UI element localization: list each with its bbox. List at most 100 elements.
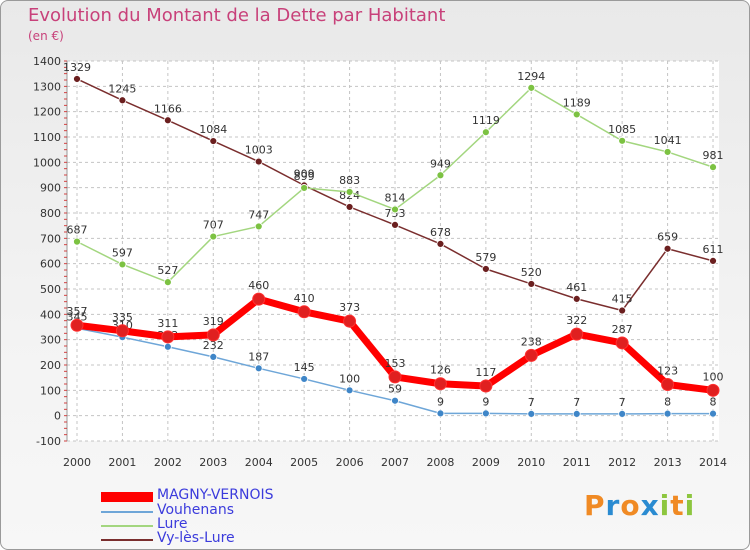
data-label: 322 <box>566 314 587 327</box>
x-tick-label: 2010 <box>517 456 545 469</box>
y-tick-label: 400 <box>40 308 61 321</box>
data-label: 100 <box>339 372 360 385</box>
data-point <box>345 386 354 395</box>
data-point <box>209 352 218 361</box>
data-label: 7 <box>619 396 626 409</box>
data-label: 659 <box>657 231 678 244</box>
y-tick-label: 0 <box>54 410 61 423</box>
data-point <box>209 137 218 145</box>
data-point <box>618 409 627 418</box>
data-point <box>391 396 399 405</box>
x-tick-label: 2011 <box>563 456 591 469</box>
data-label: 461 <box>566 281 587 294</box>
data-point <box>481 265 490 273</box>
data-label: 287 <box>612 323 633 336</box>
x-tick-label: 2012 <box>608 456 636 469</box>
data-point <box>615 336 629 350</box>
data-point <box>527 280 536 288</box>
data-label: 899 <box>294 170 315 183</box>
y-tick-label: 1100 <box>33 131 61 144</box>
legend-swatch <box>101 525 153 527</box>
data-label: 1084 <box>199 123 227 136</box>
data-label: 460 <box>248 279 269 292</box>
data-label: 126 <box>430 364 451 377</box>
data-label: 319 <box>203 315 224 328</box>
y-tick-label: 600 <box>40 258 61 271</box>
data-point <box>254 364 263 373</box>
x-tick-label: 2001 <box>108 456 136 469</box>
data-point <box>163 116 172 125</box>
data-point <box>661 378 675 392</box>
data-point <box>118 260 127 269</box>
y-tick-label: 100 <box>40 384 61 397</box>
data-point <box>481 409 490 418</box>
data-point <box>709 163 717 172</box>
logo-letter: x <box>640 489 660 522</box>
data-label: 707 <box>203 219 224 232</box>
data-point <box>343 314 357 328</box>
data-label: 949 <box>430 157 451 170</box>
data-label: 373 <box>339 301 360 314</box>
logo-letter: o <box>620 489 641 522</box>
x-tick-label: 2009 <box>472 456 500 469</box>
data-label: 232 <box>203 339 224 352</box>
x-tick-label: 2006 <box>336 456 364 469</box>
data-point <box>300 375 309 383</box>
data-point <box>481 128 490 137</box>
data-point <box>163 342 172 351</box>
data-label: 59 <box>388 383 402 396</box>
data-label: 415 <box>612 293 633 306</box>
y-tick-label: 700 <box>40 232 61 245</box>
data-point <box>388 370 402 384</box>
data-label: 100 <box>703 370 724 383</box>
data-label: 1041 <box>654 134 682 147</box>
data-point <box>297 305 311 319</box>
data-point <box>572 294 581 303</box>
data-label: 611 <box>703 243 724 256</box>
data-label: 117 <box>475 366 496 379</box>
legend-swatch <box>101 539 153 541</box>
logo-letter: i <box>684 489 696 522</box>
data-point <box>570 327 584 341</box>
data-label: 814 <box>385 191 406 204</box>
x-tick-label: 2013 <box>654 456 682 469</box>
data-label: 1119 <box>472 114 500 127</box>
data-point <box>663 148 672 156</box>
data-point <box>479 379 493 393</box>
data-label: 981 <box>703 149 724 162</box>
data-label: 153 <box>385 357 406 370</box>
x-tick-label: 2008 <box>426 456 454 469</box>
data-label: 187 <box>248 350 269 363</box>
y-tick-label: 1000 <box>33 156 61 169</box>
data-label: 687 <box>67 224 88 237</box>
legend-label: Lure <box>157 516 188 532</box>
y-tick-label: 200 <box>40 359 61 372</box>
data-point <box>345 188 354 196</box>
data-point <box>254 157 263 166</box>
data-point <box>663 244 672 253</box>
data-label: 345 <box>67 310 88 323</box>
x-tick-label: 2007 <box>381 456 409 469</box>
data-label: 1003 <box>245 144 273 157</box>
x-tick-label: 2005 <box>290 456 318 469</box>
data-label: 1189 <box>563 96 591 109</box>
data-point <box>73 237 81 246</box>
data-point <box>391 205 399 214</box>
y-tick-label: 1200 <box>33 106 61 119</box>
data-label: 8 <box>664 396 671 409</box>
y-tick-label: -100 <box>36 435 61 448</box>
data-point <box>572 409 581 418</box>
x-tick-label: 2014 <box>699 456 727 469</box>
legend-label: Vouhenans <box>157 502 235 518</box>
data-point <box>618 136 627 145</box>
data-label: 7 <box>528 396 535 409</box>
data-label: 520 <box>521 266 542 279</box>
data-point <box>706 383 720 397</box>
data-label: 335 <box>112 311 133 324</box>
data-label: 753 <box>385 207 406 220</box>
data-label: 238 <box>521 335 542 348</box>
data-point <box>436 409 445 418</box>
data-label: 883 <box>339 174 360 187</box>
data-point <box>436 240 445 248</box>
